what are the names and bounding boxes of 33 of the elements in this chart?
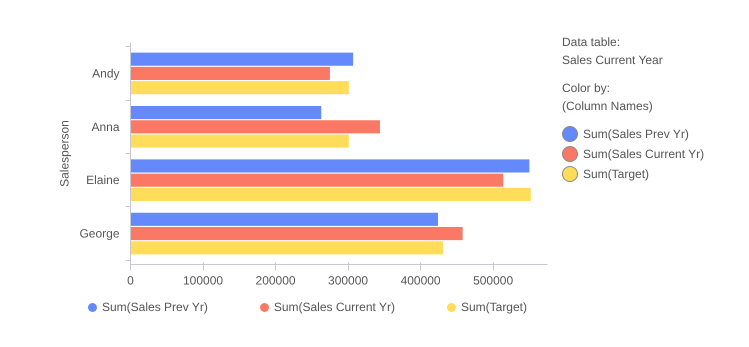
bar: [130, 81, 349, 94]
y-axis-title: Salesperson: [57, 120, 72, 187]
x-tick-label: 500000: [473, 274, 514, 288]
text: Data table:: [562, 34, 622, 50]
bar: [130, 106, 322, 120]
bar: [130, 52, 354, 66]
y-tick-label: Elaine: [86, 173, 120, 188]
text: Color by:: [562, 80, 612, 96]
bar: [130, 212, 438, 226]
x-tick-label: 100000: [183, 274, 224, 288]
bar: [130, 159, 530, 172]
bar: [130, 188, 531, 201]
x-tick-label: 300000: [328, 274, 368, 288]
bar: [130, 134, 349, 148]
bar: [130, 174, 504, 187]
x-tick-label: 0: [127, 274, 134, 288]
text: Sum(Target): [583, 167, 650, 181]
text: (Column Names): [562, 98, 654, 114]
bar: [130, 66, 330, 80]
bar: [130, 227, 463, 240]
y-tick-label: George: [79, 226, 120, 241]
text: Sales Current Year: [562, 52, 664, 68]
x-tick-label: 200000: [256, 274, 296, 288]
legend-label: Sum(Target): [460, 299, 527, 316]
legend-label: Sum(Sales Prev Yr): [582, 126, 690, 142]
y-tick-label: Andy: [92, 66, 120, 80]
text: Sum(Sales Prev Yr): [102, 300, 208, 314]
x-tick-label: 400000: [400, 274, 441, 288]
text: Sum(Sales Current Yr): [583, 147, 704, 161]
bar: [130, 120, 380, 134]
bar: [130, 241, 444, 254]
y-tick-label: Anna: [91, 120, 120, 134]
legend-label: Sum(Sales Current Yr): [272, 299, 395, 316]
